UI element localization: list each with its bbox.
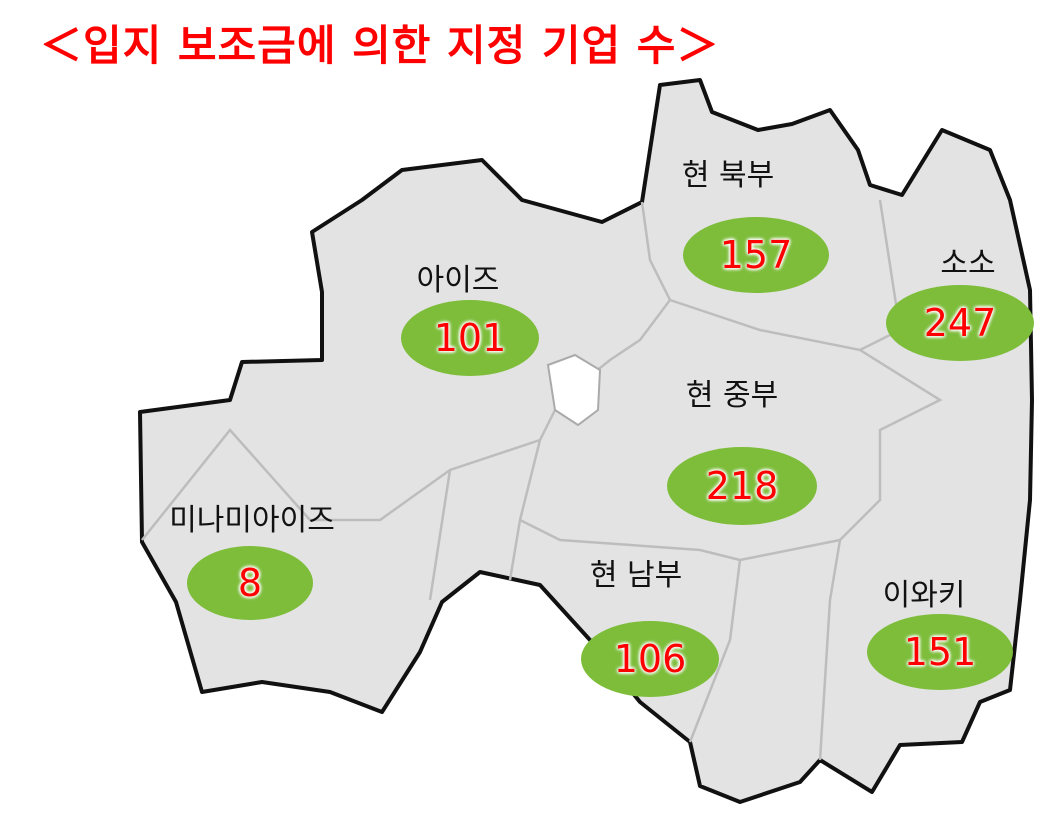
count-iwaki: 151 — [903, 630, 977, 674]
count-aizu: 101 — [433, 316, 507, 360]
count-north: 157 — [719, 233, 793, 277]
region-label-north: 현 북부 — [681, 158, 775, 193]
excluded-area — [546, 353, 602, 427]
count-bubble-central: 218 — [667, 447, 817, 525]
region-borders — [141, 199, 943, 761]
map-title: ＜입지 보조금에 의한 지정 기업 수＞ — [40, 21, 720, 70]
region-label-minamiaizu: 미나미아이즈 — [169, 503, 335, 538]
count-bubble-soso: 247 — [886, 285, 1034, 361]
count-minamiaizu: 8 — [237, 561, 263, 605]
region-label-iwaki: 이와키 — [882, 578, 966, 613]
region-label-south: 현 남부 — [589, 558, 683, 593]
count-bubble-north: 157 — [683, 217, 829, 293]
region-label-central: 현 중부 — [685, 378, 779, 413]
prefecture-outline — [138, 78, 1034, 804]
count-bubble-minamiaizu: 8 — [187, 546, 313, 620]
region-label-soso: 소소 — [940, 246, 996, 281]
count-bubble-aizu: 101 — [401, 300, 539, 376]
count-bubble-south: 106 — [581, 621, 719, 697]
region-label-aizu: 아이즈 — [416, 263, 500, 298]
count-soso: 247 — [923, 301, 997, 345]
count-central: 218 — [705, 464, 779, 508]
count-south: 106 — [613, 637, 687, 681]
count-bubble-iwaki: 151 — [867, 614, 1013, 690]
